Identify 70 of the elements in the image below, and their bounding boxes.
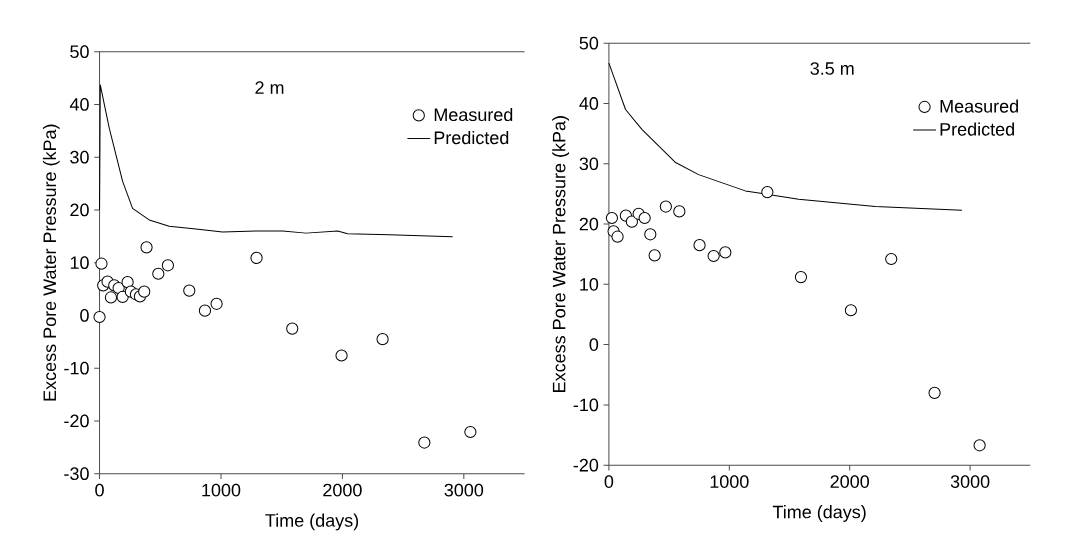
legend-label: Measured [940,99,1018,113]
point [707,249,720,263]
y-tick-label: -10 [573,398,599,412]
point [673,205,686,218]
annotation: 2 m [255,81,284,94]
point [418,436,431,449]
point [973,439,986,452]
x-tick-label: 3000 [950,475,990,488]
y-tick-label: 0 [589,338,599,351]
y-tick-label: -20 [64,414,89,428]
y-tick-label: 50 [579,36,599,50]
y-tick-label: 40 [579,97,599,110]
point [183,284,196,297]
point [605,211,619,225]
y-tick-label: 20 [579,217,599,231]
point [286,322,299,335]
y-tick-label: 20 [70,203,89,217]
y-tick-label: 30 [70,150,89,164]
point [693,239,706,252]
y-tick-label: 0 [80,309,89,322]
point [250,251,263,265]
point [638,211,651,225]
point [611,230,624,243]
y-axis-title: Excess Pore Water Pressure (kPa) [42,124,60,401]
point [761,185,774,199]
y-tick-label: 30 [579,157,599,171]
point [93,310,106,324]
point [625,215,638,228]
legend-label: Predicted [434,130,509,145]
point [121,276,134,289]
legend-label: Measured [434,107,513,122]
y-tick-label: -10 [64,361,89,375]
point [116,290,129,304]
x-tick-label: 1000 [202,483,241,497]
point [644,228,657,241]
x-tick-label: 1000 [710,475,749,488]
point [140,241,153,254]
x-tick-label: 0 [604,475,614,488]
point [138,285,151,298]
point [659,200,672,213]
annotation: 3.5 m [810,62,854,75]
point [95,257,108,270]
point [376,333,389,346]
x-tick-label: 2000 [323,483,362,497]
point [928,386,941,399]
y-tick-label: 10 [580,277,599,291]
y-tick-label: -20 [573,458,599,472]
x-axis-title: Time (days) [265,513,359,531]
point [198,304,212,317]
point [885,252,898,266]
point [104,291,118,304]
x-tick-label: 0 [95,483,104,497]
point [844,304,857,317]
legend-label: Predicted [940,122,1014,136]
x-axis-title: Time (days) [772,505,866,522]
y-axis-title: Excess Pore Water Pressure (kPa) [552,116,570,392]
point [210,297,223,310]
x-tick-label: 2000 [830,475,870,488]
y-tick-label: -30 [64,467,89,481]
y-tick-label: 40 [69,98,89,111]
point [152,267,165,280]
point [464,425,477,439]
y-tick-label: 10 [70,256,89,270]
point [161,259,175,272]
y-tick-label: 50 [70,45,89,59]
point [335,349,348,362]
point [648,249,661,262]
point [794,270,808,284]
x-tick-label: 3000 [444,483,484,497]
point [719,246,732,259]
